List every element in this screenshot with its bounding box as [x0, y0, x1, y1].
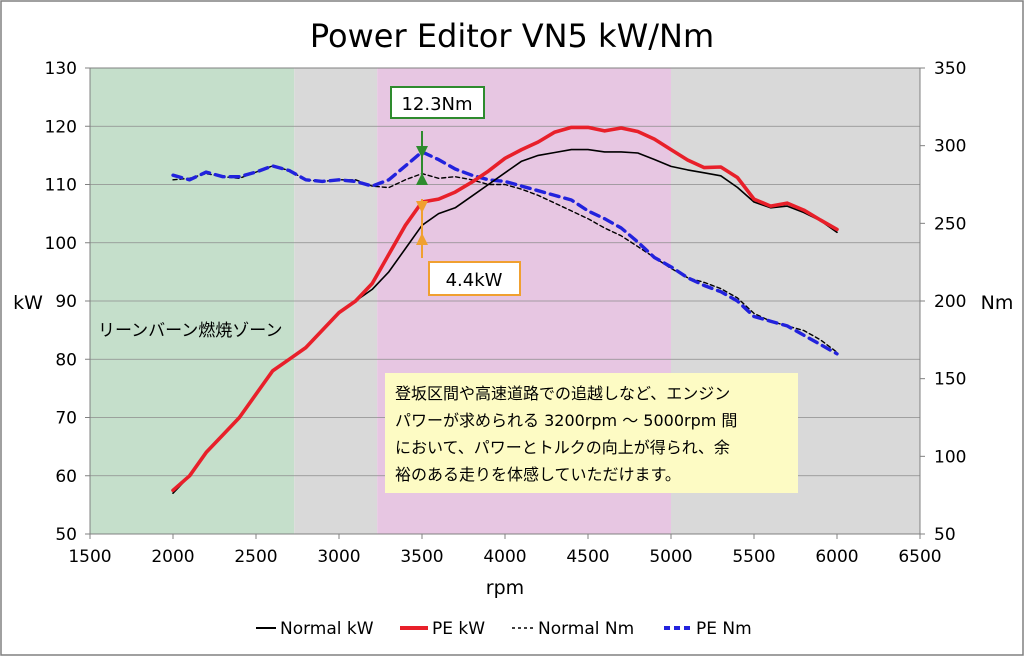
left-tick-label: 130 — [45, 59, 77, 79]
right-tick-label: 150 — [934, 370, 966, 390]
x-axis-label: rpm — [486, 577, 524, 599]
nm-gain-arrow-down-icon — [416, 146, 428, 158]
legend-label-pe-nm: PE Nm — [696, 619, 752, 639]
x-tick-label: 2000 — [151, 547, 194, 567]
right-axis-label: Nm — [981, 292, 1014, 314]
x-tick-label: 4000 — [483, 547, 526, 567]
left-axis-label: kW — [13, 292, 43, 314]
x-tick-label: 2500 — [234, 547, 277, 567]
x-tick-label: 3500 — [400, 547, 443, 567]
kw-gain-callout — [428, 261, 521, 296]
legend: Normal kW PE kW Normal Nm PE Nm — [256, 619, 752, 639]
left-axis-ticks: 50 60 70 80 90 100 110 120 130 — [45, 59, 90, 545]
x-axis-ticks: 1500 2000 2500 3000 3500 4000 4500 5000 5500 6000… — [68, 534, 942, 567]
note-line-2: パワーが求められる 3200rpm ～ 5000rpm 間 — [395, 411, 737, 430]
nm-gain-arrow-up-icon — [416, 173, 428, 185]
left-tick-label: 120 — [45, 117, 77, 137]
nm-gain-callout — [390, 86, 485, 119]
right-tick-label: 50 — [934, 525, 956, 545]
note-line-4: 裕のある走りを体感していただけます。 — [395, 465, 681, 484]
series-line-pe-nm — [171, 150, 839, 356]
left-tick-label: 50 — [55, 525, 77, 545]
right-tick-label: 200 — [934, 292, 966, 312]
series-line-normal-nm — [172, 165, 838, 353]
note-line-1: 登坂区間や高速道路での追越しなど、エンジン — [395, 384, 730, 403]
x-tick-label: 4500 — [566, 547, 609, 567]
gain-markers — [416, 131, 428, 258]
left-tick-label: 60 — [55, 467, 77, 487]
left-tick-label: 80 — [55, 350, 77, 370]
left-tick-label: 70 — [55, 409, 77, 429]
right-tick-label: 300 — [934, 137, 966, 157]
right-axis-ticks: 50 100 150 200 250 300 350 — [920, 59, 966, 545]
x-tick-label: 1500 — [68, 547, 111, 567]
x-tick-label: 6500 — [898, 547, 941, 567]
note-box — [385, 373, 798, 493]
left-tick-label: 110 — [45, 176, 77, 196]
left-tick-label: 90 — [55, 292, 77, 312]
kw-gain-arrow-down-icon — [416, 201, 428, 213]
x-tick-label: 3000 — [317, 547, 360, 567]
left-tick-label: 100 — [45, 234, 77, 254]
x-tick-label: 5000 — [649, 547, 692, 567]
right-tick-label: 100 — [934, 447, 966, 467]
lean-burn-zone-label: リーンバーン燃焼ゾーン — [98, 321, 282, 341]
nm-gain-label: 12.3Nm — [401, 94, 472, 115]
x-tick-label: 5500 — [732, 547, 775, 567]
kw-gain-label: 4.4kW — [446, 270, 503, 291]
right-tick-label: 350 — [934, 59, 966, 79]
series-lines — [171, 125, 839, 495]
x-tick-label: 6000 — [815, 547, 858, 567]
right-tick-label: 250 — [934, 214, 966, 234]
note-line-3: において、パワーとトルクの向上が得られ、余 — [395, 438, 730, 457]
legend-label-normal-nm: Normal Nm — [538, 619, 634, 639]
chart-title: Power Editor VN5 kW/Nm — [310, 17, 714, 55]
kw-gain-arrow-up-icon — [416, 233, 428, 245]
legend-label-normal-kw: Normal kW — [280, 619, 374, 639]
legend-label-pe-kw: PE kW — [432, 619, 485, 639]
series-line-pe-kw — [171, 125, 839, 493]
